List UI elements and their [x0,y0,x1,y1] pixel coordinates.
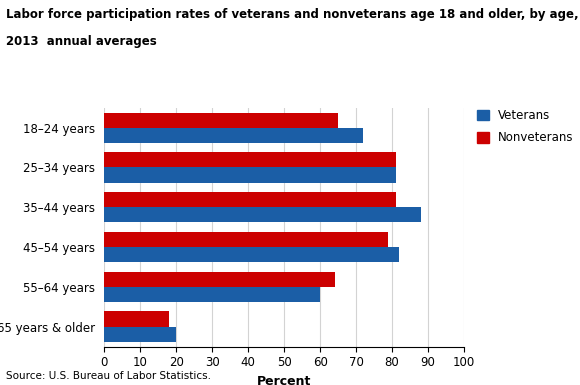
Bar [104,152,396,167]
Bar [104,167,396,182]
Bar [104,311,169,326]
Legend: Veterans, Nonveterans: Veterans, Nonveterans [477,109,574,144]
Text: Labor force participation rates of veterans and nonveterans age 18 and older, by: Labor force participation rates of veter… [6,8,578,21]
Bar [104,272,335,287]
Bar [104,287,320,302]
Bar [104,326,176,342]
Bar [104,232,389,247]
Bar [104,207,421,223]
Text: 2013  annual averages: 2013 annual averages [6,35,157,48]
X-axis label: Percent: Percent [257,375,311,385]
Bar [104,192,396,207]
Bar [104,112,338,128]
Bar [104,128,363,143]
Bar [104,247,399,262]
Text: Source: U.S. Bureau of Labor Statistics.: Source: U.S. Bureau of Labor Statistics. [6,371,211,381]
